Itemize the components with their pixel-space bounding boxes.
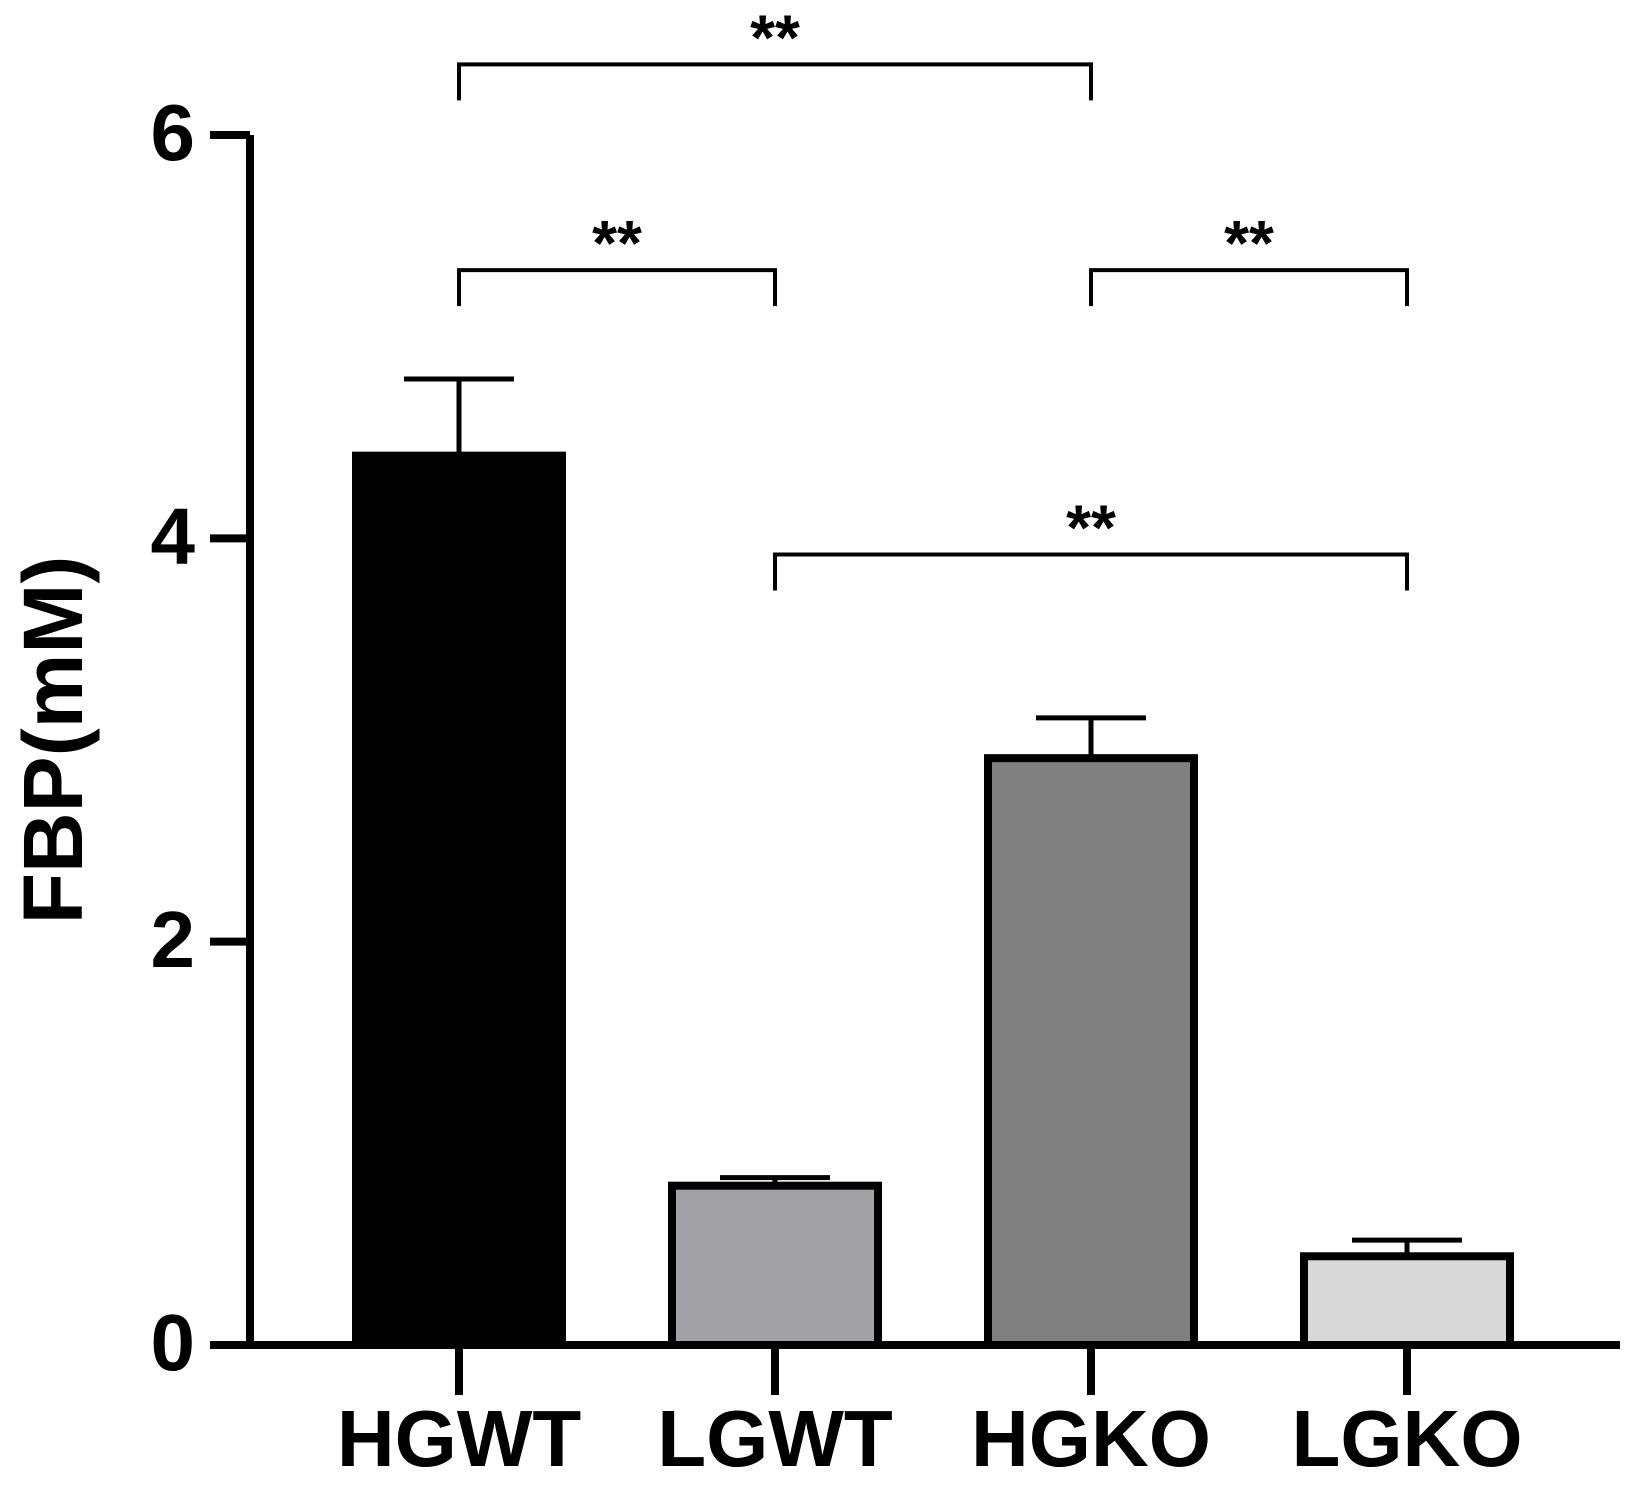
- significance-label: **: [592, 207, 642, 279]
- y-tick-label: 6: [151, 88, 196, 177]
- x-tick-label: HGWT: [337, 1394, 582, 1483]
- y-tick-label: 2: [151, 895, 196, 984]
- significance-bracket: [457, 62, 1093, 101]
- x-tick-label: LGWT: [657, 1394, 893, 1483]
- bar: [984, 754, 1198, 1349]
- bar: [352, 451, 566, 1349]
- significance-bracket: [1089, 268, 1409, 307]
- bar: [1300, 1252, 1514, 1350]
- y-axis-label: FBP(mM): [6, 556, 100, 925]
- significance-bracket: [457, 268, 777, 307]
- x-tick-label: HGKO: [971, 1394, 1211, 1483]
- significance-label: **: [1066, 491, 1116, 563]
- x-tick-label: LGKO: [1291, 1394, 1522, 1483]
- significance-label: **: [1224, 207, 1274, 279]
- y-tick-label: 0: [151, 1298, 196, 1387]
- y-tick-label: 4: [151, 491, 196, 580]
- significance-label: **: [750, 1, 800, 73]
- bar: [668, 1181, 882, 1350]
- significance-bracket: [773, 552, 1409, 591]
